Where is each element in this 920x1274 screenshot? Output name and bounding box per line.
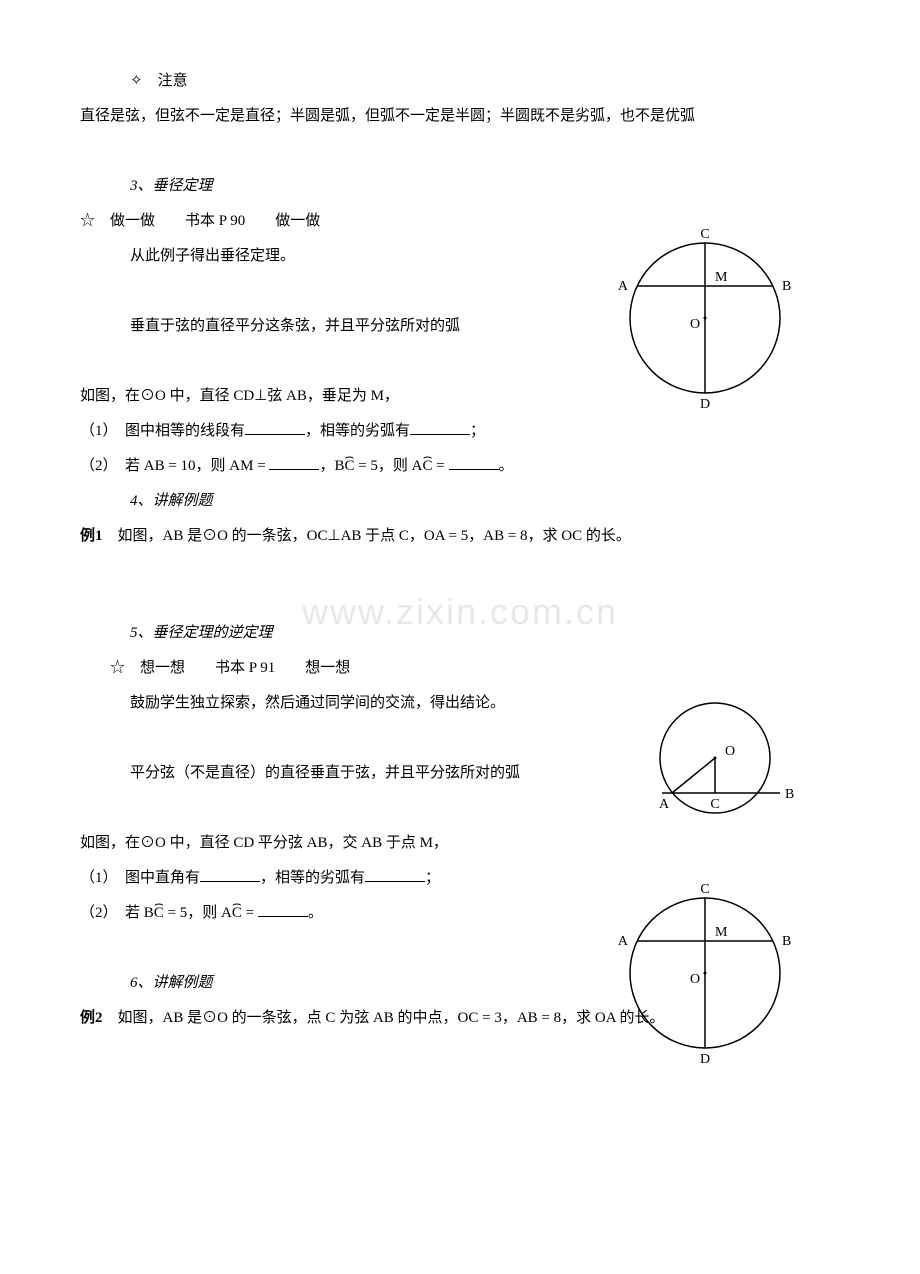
ex2-q2: （2） 若 BC = 5，则 AC = 。 <box>80 900 840 927</box>
example1-label: 例1 <box>80 528 103 544</box>
example2-text: 如图，AB 是⊙O 的一条弦，点 C 为弦 AB 的中点，OC = 3，AB =… <box>103 1010 665 1026</box>
example1: 例1 如图，AB 是⊙O 的一条弦，OC⊥AB 于点 C，OA = 5，AB =… <box>80 523 840 550</box>
label-b: B <box>782 279 791 294</box>
label-c: C <box>710 797 719 812</box>
label-a: A <box>618 279 629 294</box>
label-m: M <box>715 270 728 285</box>
label-a: A <box>618 934 629 949</box>
label-m: M <box>715 925 728 940</box>
sec5-think-star: ☆ 想一想 书本 P 91 想一想 <box>80 655 840 682</box>
example2: 例2 如图，AB 是⊙O 的一条弦，点 C 为弦 AB 的中点，OC = 3，A… <box>80 1005 840 1032</box>
sec3-title: 3、垂径定理 <box>80 173 840 200</box>
sec3-do-text: 从此例子得出垂径定理。 <box>80 243 840 270</box>
label-b: B <box>782 934 791 949</box>
ex2-intro: 如图，在⊙O 中，直径 CD 平分弦 AB，交 AB 于点 M， <box>80 830 840 857</box>
sec4-title: 4、讲解例题 <box>80 488 840 515</box>
label-d: D <box>700 1052 710 1067</box>
sec3-theorem: 垂直于弦的直径平分这条弦，并且平分弦所对的弧 <box>80 313 840 340</box>
ex1-q1: （1） 图中相等的线段有，相等的劣弧有； <box>80 418 840 445</box>
sec3-do-star: ☆ 做一做 书本 P 90 做一做 <box>80 208 840 235</box>
page-content: C D A B M O A B C O C D A <box>80 68 840 1032</box>
ex1-intro: 如图，在⊙O 中，直径 CD⊥弦 AB，垂足为 M， <box>80 383 840 410</box>
ex2-q1: （1） 图中直角有，相等的劣弧有； <box>80 865 840 892</box>
sec5-think-text: 鼓励学生独立探索，然后通过同学间的交流，得出结论。 <box>80 690 840 717</box>
ex1-q2: （2） 若 AB = 10，则 AM = ，BC = 5，则 AC = 。 <box>80 453 840 480</box>
label-a: A <box>659 797 670 812</box>
label-b: B <box>785 787 794 802</box>
example2-label: 例2 <box>80 1010 103 1026</box>
note-text: 直径是弦，但弦不一定是直径；半圆是弧，但弧不一定是半圆；半圆既不是劣弧，也不是优… <box>80 103 840 130</box>
note-header: ✧ 注意 <box>80 68 840 95</box>
sec5-theorem: 平分弦（不是直径）的直径垂直于弦，并且平分弦所对的弧 <box>80 760 840 787</box>
sec5-title: 5、垂径定理的逆定理 <box>80 620 840 647</box>
sec6-title: 6、讲解例题 <box>80 970 840 997</box>
label-o: O <box>725 744 735 759</box>
example1-text: 如图，AB 是⊙O 的一条弦，OC⊥AB 于点 C，OA = 5，AB = 8，… <box>103 528 631 544</box>
